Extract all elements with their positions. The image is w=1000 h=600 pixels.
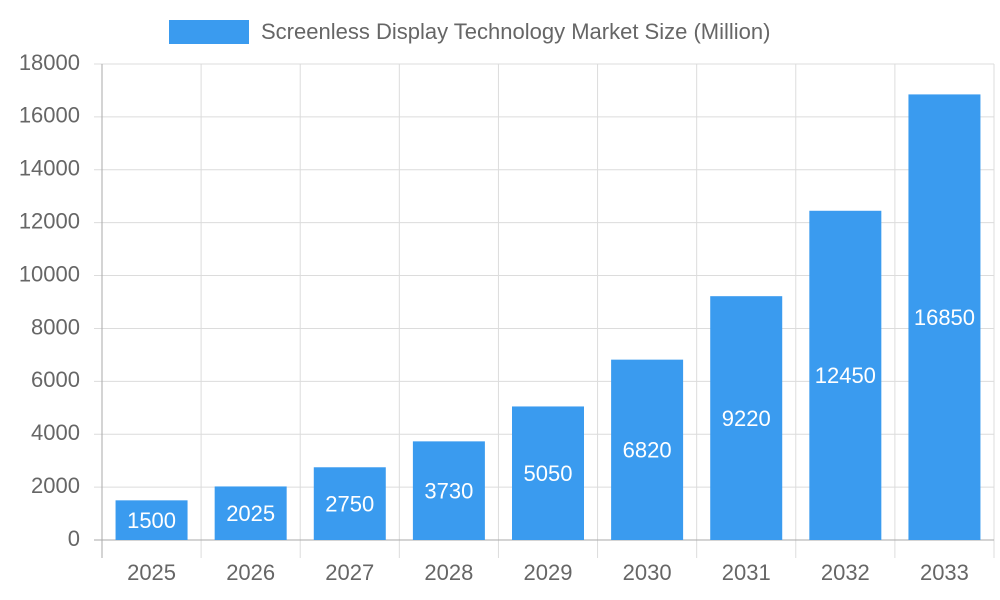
y-tick-label: 4000 xyxy=(31,420,80,445)
x-tick-label: 2029 xyxy=(524,560,573,585)
y-tick-label: 14000 xyxy=(19,156,80,181)
x-tick-label: 2026 xyxy=(226,560,275,585)
bar xyxy=(611,359,684,540)
value-label: 3730 xyxy=(424,478,473,503)
bar xyxy=(809,210,882,540)
value-label: 2025 xyxy=(226,501,275,526)
x-tick-label: 2028 xyxy=(424,560,473,585)
value-label: 2750 xyxy=(325,491,374,516)
bar xyxy=(710,296,783,540)
value-label: 9220 xyxy=(722,406,771,431)
y-tick-label: 6000 xyxy=(31,367,80,392)
y-tick-label: 0 xyxy=(68,526,80,551)
x-tick-label: 2031 xyxy=(722,560,771,585)
value-label: 6820 xyxy=(623,438,672,463)
y-tick-label: 12000 xyxy=(19,208,80,233)
value-label: 5050 xyxy=(524,461,573,486)
value-label: 16850 xyxy=(914,305,975,330)
x-tick-label: 2025 xyxy=(127,560,176,585)
x-tick-label: 2032 xyxy=(821,560,870,585)
y-tick-label: 10000 xyxy=(19,261,80,286)
bar xyxy=(908,94,981,541)
y-tick-label: 18000 xyxy=(19,50,80,75)
bar xyxy=(412,441,485,540)
y-tick-label: 2000 xyxy=(31,473,80,498)
y-tick-label: 16000 xyxy=(19,103,80,128)
legend-label[interactable]: Screenless Display Technology Market Siz… xyxy=(261,19,770,44)
bar xyxy=(214,486,287,540)
x-tick-label: 2027 xyxy=(325,560,374,585)
bar xyxy=(512,406,584,540)
value-label: 12450 xyxy=(815,363,876,388)
y-tick-label: 8000 xyxy=(31,314,80,339)
bar xyxy=(313,467,386,540)
bar xyxy=(115,500,188,540)
x-tick-label: 2030 xyxy=(623,560,672,585)
value-label: 1500 xyxy=(127,508,176,533)
x-tick-label: 2033 xyxy=(920,560,969,585)
legend-swatch[interactable] xyxy=(169,20,249,44)
